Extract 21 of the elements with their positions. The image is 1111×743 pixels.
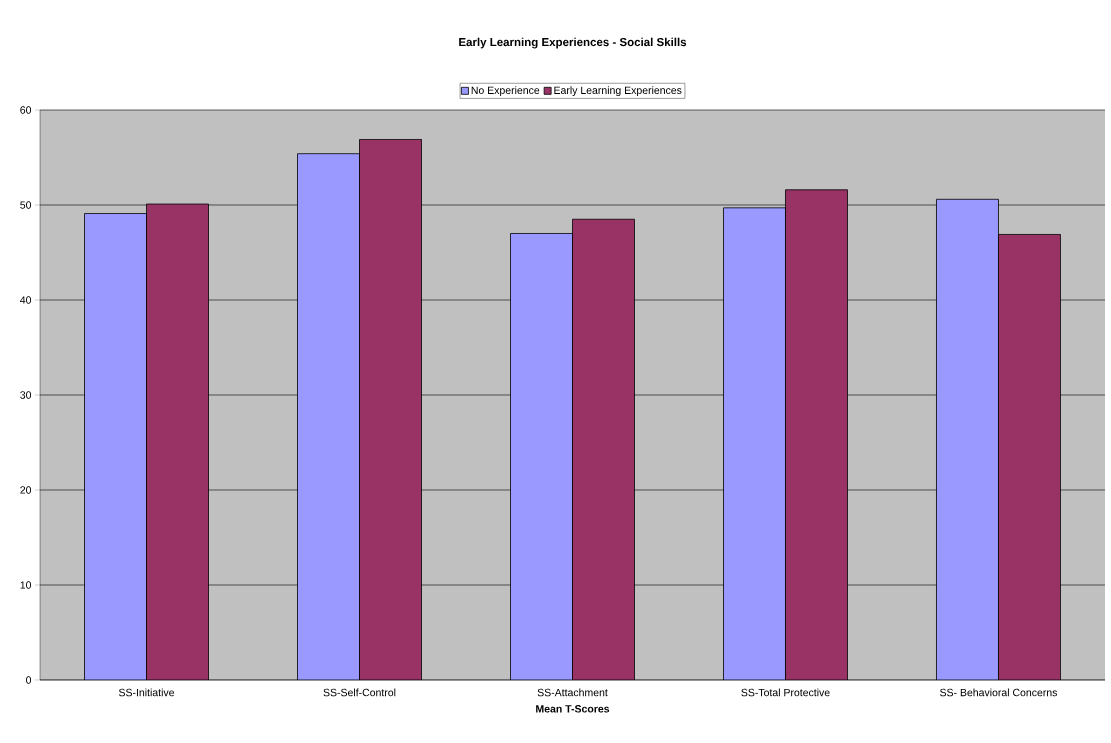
legend-label: Early Learning Experiences — [554, 86, 682, 97]
y-tick-label: 30 — [20, 391, 32, 399]
bar — [723, 207, 786, 680]
y-tick-label: 40 — [20, 296, 32, 304]
y-tick-label: 50 — [20, 201, 32, 209]
bar — [936, 198, 999, 680]
y-tick-label: 60 — [20, 106, 32, 114]
x-tick-label: SS-Initiative — [118, 688, 175, 697]
bar — [510, 233, 573, 680]
x-tick-label: SS-Attachment — [537, 688, 608, 697]
x-tick-label: SS- Behavioral Concerns — [940, 688, 1058, 697]
chart-title: Early Learning Experiences - Social Skills — [459, 37, 687, 49]
y-tick-label: 0 — [26, 676, 32, 684]
bar — [297, 153, 360, 680]
y-tick-label: 10 — [20, 581, 32, 589]
x-tick-label: SS-Total Protective — [741, 688, 830, 697]
legend-label: No Experience — [471, 86, 540, 97]
x-tick-label: SS-Self-Control — [323, 688, 396, 697]
bar — [84, 213, 147, 680]
y-tick-label: 20 — [20, 486, 32, 494]
x-axis-title: Mean T-Scores — [536, 705, 610, 713]
